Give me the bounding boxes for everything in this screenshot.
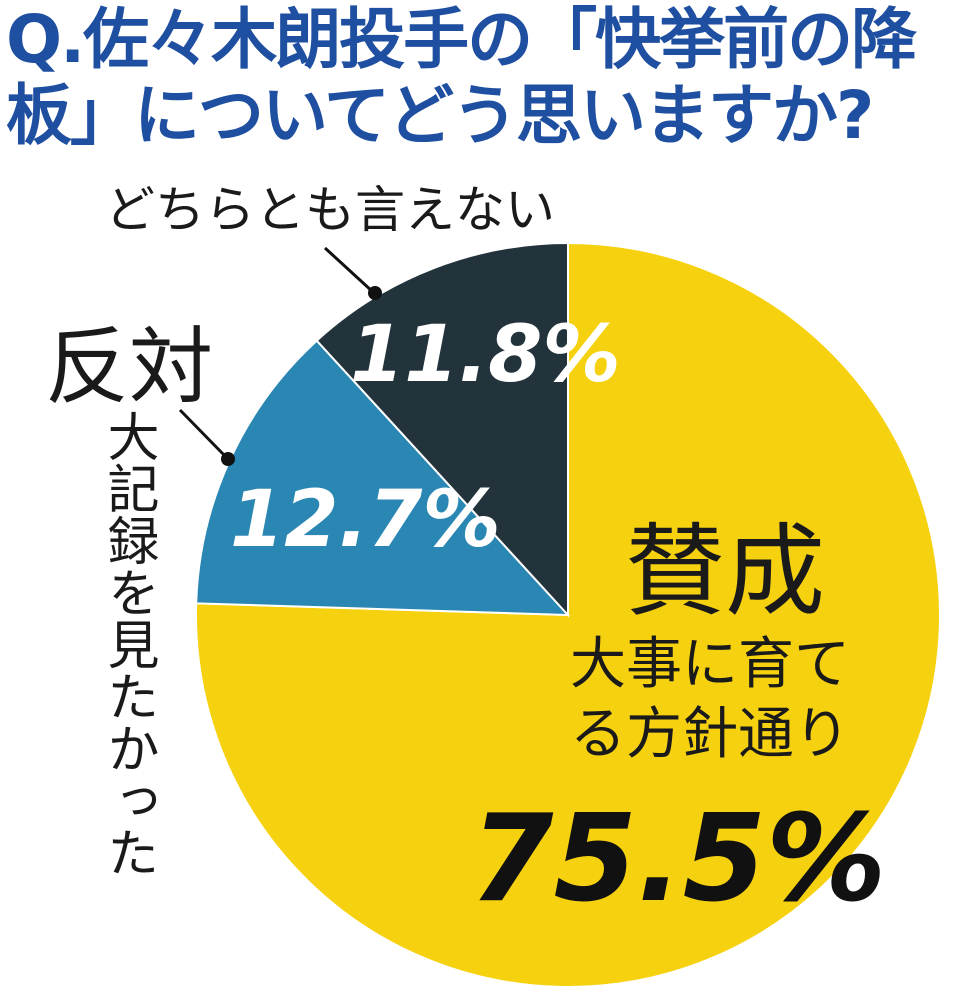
category-label: どちらとも言えない — [105, 181, 555, 239]
value-label: 11.8% — [350, 310, 621, 400]
leader-dot — [368, 286, 382, 300]
category-label: 反対 — [45, 318, 214, 416]
pie-slice — [195, 241, 941, 988]
category-sublabel: 大記録を見たかった — [98, 410, 158, 878]
value-label: 12.7% — [230, 475, 501, 565]
leader-line — [323, 246, 375, 294]
leader-dot — [221, 452, 235, 466]
leader-line — [178, 408, 228, 459]
chart-title: Q.佐々木朗投手の「快挙前の降板」についてどう思いますか? — [6, 1, 917, 154]
slices — [195, 241, 941, 988]
pie-slice — [315, 241, 569, 618]
value-label: 75.5% — [470, 790, 887, 929]
category-sublabel: 大事に育てる方針通り — [570, 632, 850, 767]
category-label: 賛成 — [625, 513, 825, 630]
